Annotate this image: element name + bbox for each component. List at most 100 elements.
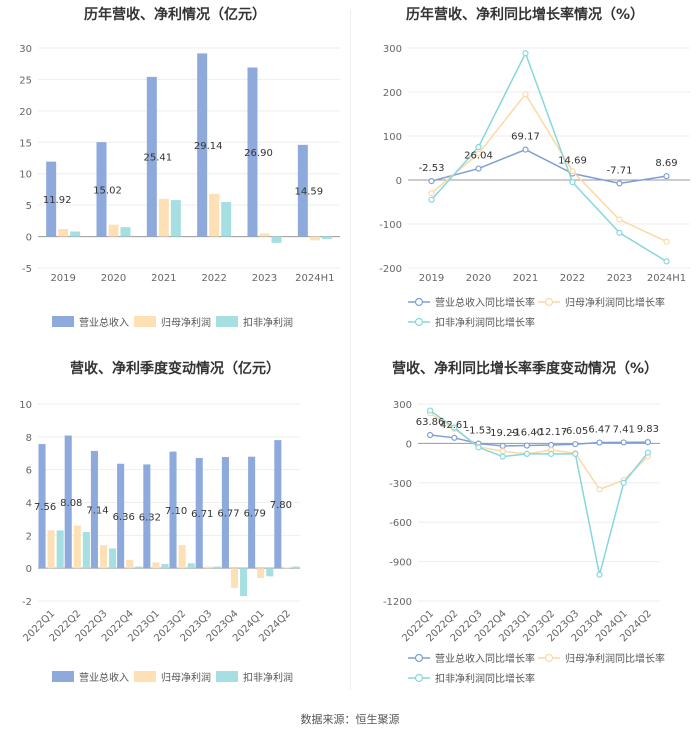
data-label: 6.77 <box>217 509 239 520</box>
y-tick-label: -100 <box>379 220 402 231</box>
bar-net-profit <box>58 229 69 237</box>
data-point <box>499 453 506 460</box>
bar-deducted-profit <box>135 566 143 569</box>
data-point <box>569 168 576 175</box>
quarterly-bar-chart: -202468102022Q12022Q22022Q32022Q42023Q12… <box>19 400 300 684</box>
legend-marker <box>414 673 424 683</box>
x-tick-label: 2024H1 <box>647 273 686 284</box>
legend-swatch <box>134 671 156 682</box>
bar-net-profit <box>204 566 212 569</box>
bar-revenue <box>146 76 157 237</box>
x-tick-label: 2022 <box>201 273 226 284</box>
series-line-deducted-profit <box>429 409 649 575</box>
data-label: 26.04 <box>464 151 493 162</box>
series-line-revenue <box>431 148 667 185</box>
bar-revenue <box>247 67 258 237</box>
bar-revenue <box>64 435 72 569</box>
x-tick-label: 2020 <box>466 273 491 284</box>
data-label: 42.61 <box>440 420 469 431</box>
bar-net-profit <box>108 224 119 237</box>
data-label: -6.05 <box>562 426 588 437</box>
y-tick-label: -2 <box>22 597 32 608</box>
data-point <box>569 179 576 186</box>
data-label: 63.86 <box>416 417 445 428</box>
x-tick-label: 2019 <box>419 273 444 284</box>
quarterly-growth-chart: -1200-900-600-30003002022Q12022Q22022Q32… <box>383 400 665 685</box>
legend-swatch <box>52 316 74 327</box>
bar-deducted-profit <box>70 231 81 237</box>
y-tick-label: 0 <box>406 439 412 450</box>
data-label: 25.41 <box>144 153 173 164</box>
bar-deducted-profit <box>213 566 221 569</box>
data-point <box>548 441 555 449</box>
data-label: -19.29 <box>487 428 519 439</box>
legend-label: 归母净利润同比增长率 <box>565 652 665 665</box>
y-tick-label: 25 <box>19 75 32 86</box>
bar-deducted-profit <box>82 532 90 569</box>
x-tick-label: 2024H1 <box>295 273 334 284</box>
y-tick-label: -5 <box>22 264 32 275</box>
quarterly-bar-panel: 营收、净利季度变动情况（亿元） -2 0 2 4 6 8 10 2022Q1 2022Q2 202… <box>0 350 350 700</box>
annual-growth-chart: -200 -100 0 100 200 300 2019 2020 2021 2022 2023 20… <box>379 44 690 329</box>
y-tick-label: 30 <box>19 44 32 55</box>
series-line-revenue <box>430 434 648 447</box>
chart-title: 营收、净利季度变动情况（亿元） <box>70 361 280 377</box>
data-label: 6.47 <box>588 425 610 436</box>
data-point <box>616 180 623 187</box>
annual-bar-panel: 历年营收、净利情况（亿元） -5 0 5 10 15 20 25 30 2019 2020 2021… <box>0 0 350 350</box>
chart-title: 营收、净利同比增长率季度变动情况（%） <box>391 361 659 377</box>
data-label: -12.17 <box>535 427 567 438</box>
bar-revenue <box>143 464 151 569</box>
y-tick-label: 8 <box>26 433 32 444</box>
data-label: -1.53 <box>466 426 492 437</box>
data-label: 9.83 <box>637 424 659 435</box>
data-point <box>475 444 482 451</box>
legend-label: 营业总收入同比增长率 <box>435 652 535 665</box>
series-line-net-profit <box>431 92 667 243</box>
series-line-deducted-profit <box>430 51 667 263</box>
y-tick-label: -300 <box>389 479 412 490</box>
y-tick-label: 300 <box>393 400 412 411</box>
data-label: 8.08 <box>60 498 82 509</box>
bar-net-profit <box>73 525 81 569</box>
data-label: 7.14 <box>86 506 108 517</box>
y-tick-label: -900 <box>389 558 412 569</box>
legend-label: 归母净利润 <box>161 671 211 684</box>
bar-net-profit <box>99 545 108 569</box>
data-label: 6.32 <box>139 512 161 523</box>
legend-swatch <box>216 671 238 682</box>
x-tick-label: 2019 <box>50 273 75 284</box>
bar-revenue <box>96 142 107 237</box>
x-tick-label: 2023 <box>252 273 277 284</box>
y-tick-label: -1200 <box>383 597 412 608</box>
data-label: -2.53 <box>419 163 445 174</box>
data-label: 8.69 <box>655 158 677 169</box>
data-label: -7.71 <box>607 165 633 176</box>
panel-divider <box>350 10 351 690</box>
annual-bar-chart: -5 0 5 10 15 20 25 30 2019 2020 2021 2022 2023 2024H1… <box>19 44 340 329</box>
data-point <box>596 439 603 446</box>
bar-revenue <box>38 444 46 569</box>
y-tick-label: 0 <box>396 176 402 187</box>
data-label: 15.02 <box>93 185 122 196</box>
data-point <box>522 91 529 98</box>
y-tick-label: 0 <box>26 564 32 575</box>
x-tick-label: 2020 <box>101 273 126 284</box>
data-label: 6.36 <box>113 512 135 523</box>
y-tick-label: 20 <box>19 107 32 118</box>
x-tick-label: 2021 <box>151 273 176 284</box>
legend-label: 扣非净利润同比增长率 <box>435 316 535 329</box>
data-label: 29.14 <box>194 141 223 152</box>
legend-swatch <box>52 671 74 682</box>
legend-label: 营业总收入 <box>79 316 129 329</box>
y-tick-label: -200 <box>379 264 402 275</box>
data-point <box>499 448 506 455</box>
bar-deducted-profit <box>170 200 181 237</box>
bar-deducted-profit <box>321 236 332 240</box>
data-point <box>644 449 651 456</box>
bar-net-profit <box>283 567 291 569</box>
bar-revenue <box>117 463 125 569</box>
data-point <box>475 165 482 172</box>
legend-marker <box>544 653 554 663</box>
bar-deducted-profit <box>240 568 248 597</box>
